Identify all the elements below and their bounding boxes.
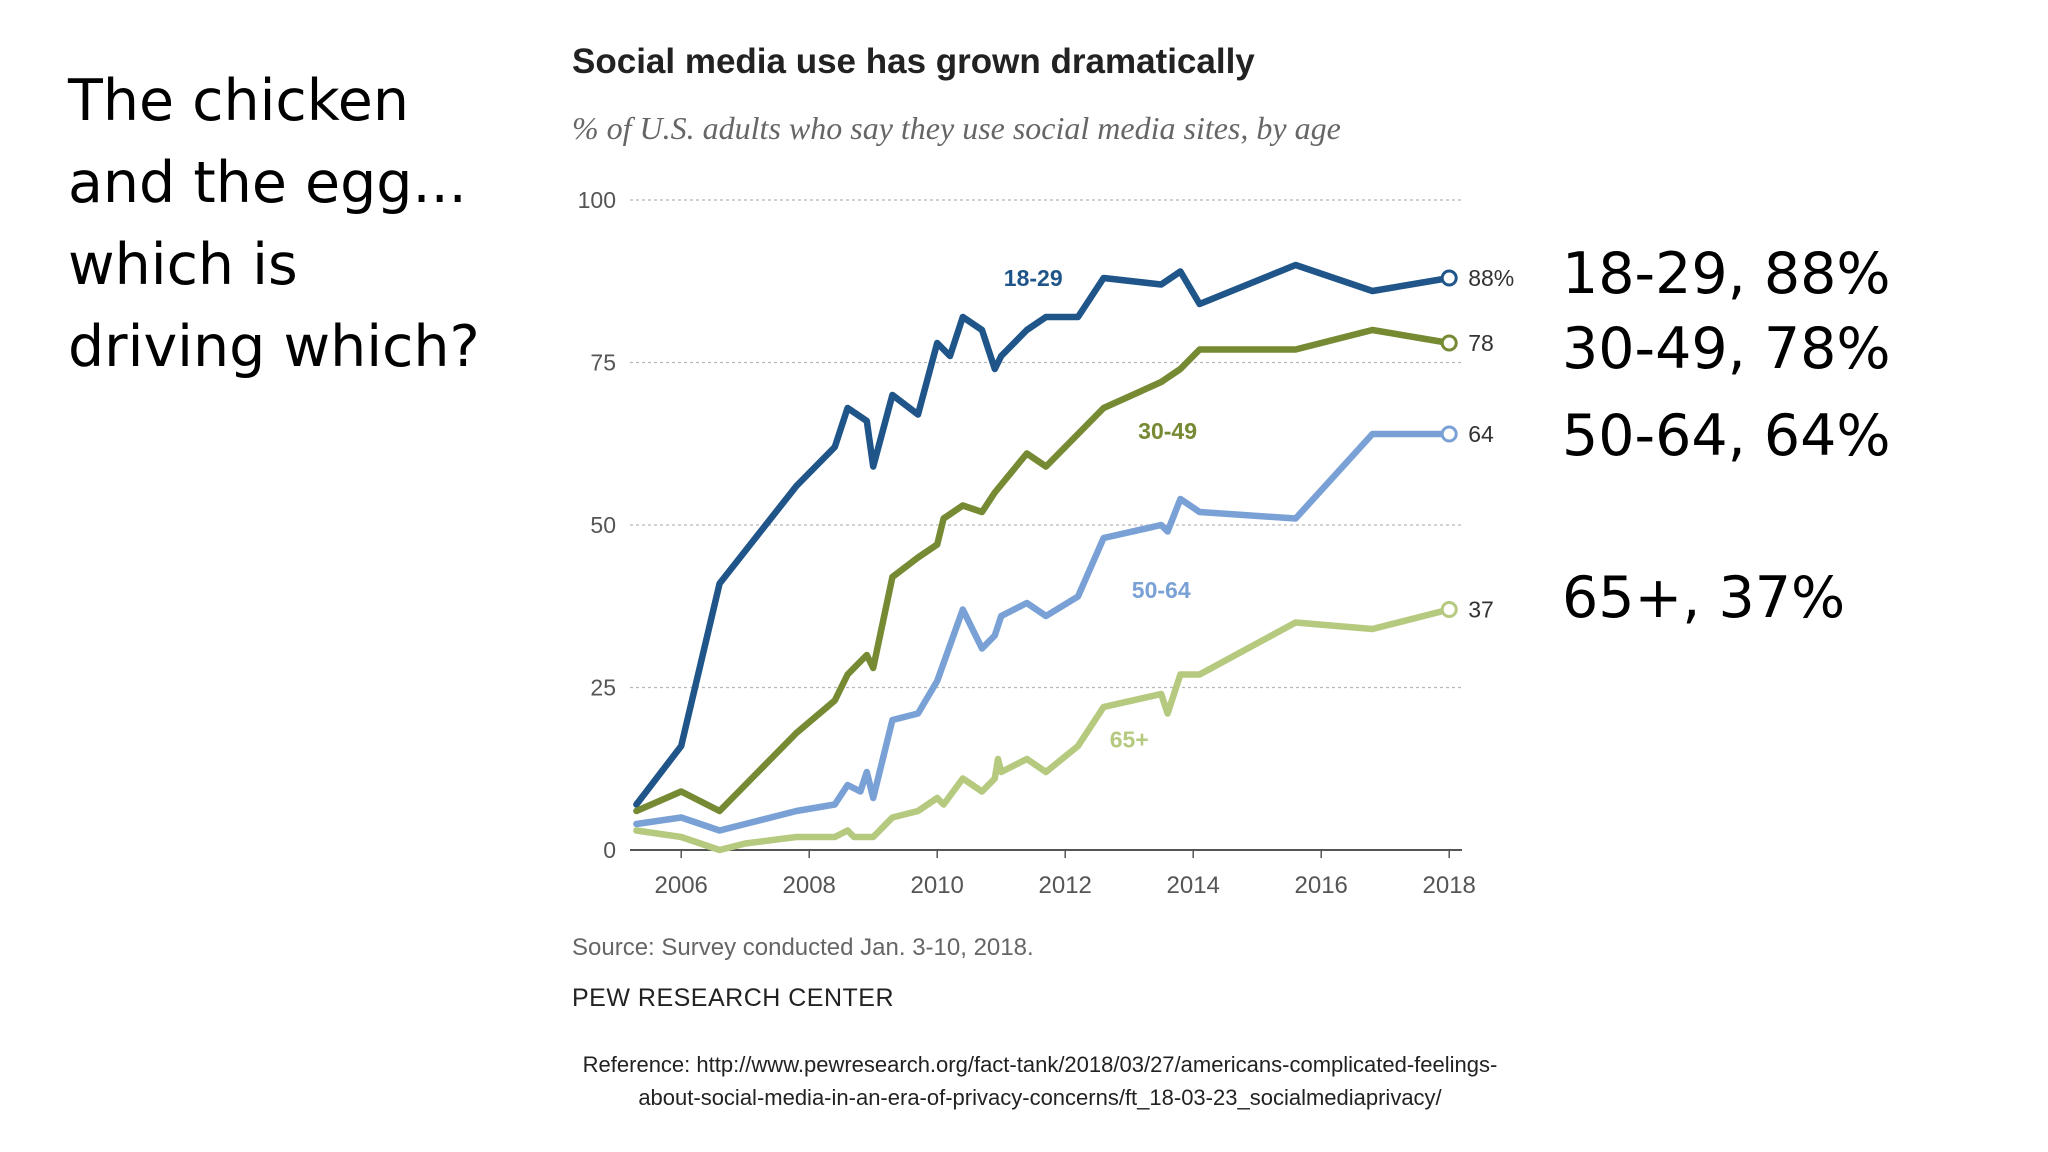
callout-18-29: 18-29, 88% <box>1562 241 1891 307</box>
y-tick-label: 100 <box>578 187 616 213</box>
end-label-30-49: 78 <box>1468 330 1494 356</box>
reference-line: Reference: http://www.pewresearch.org/fa… <box>582 1052 1498 1077</box>
y-tick-label: 75 <box>590 350 616 376</box>
series-label-30-49: 30-49 <box>1138 418 1197 444</box>
question-line: The chicken <box>68 68 409 134</box>
series-line-18-29 <box>633 261 1453 808</box>
x-tick-label: 2012 <box>1039 872 1092 899</box>
end-marker-30-49 <box>1440 334 1458 352</box>
x-tick-label: 2018 <box>1423 872 1476 899</box>
callout-65-plus: 65+, 37% <box>1562 565 1846 631</box>
chart-organization: PEW RESEARCH CENTER <box>572 984 895 1012</box>
question-line: and the egg... <box>68 150 467 216</box>
series-label-65+: 65+ <box>1110 727 1149 753</box>
reference-note: Reference: http://www.pewresearch.org/fa… <box>360 1048 1720 1114</box>
y-tick-label: 0 <box>603 837 616 863</box>
chart-title: Social media use has grown dramatically <box>572 42 1255 81</box>
series-label-18-29: 18-29 <box>1004 265 1063 291</box>
series-line-50-64 <box>633 430 1453 834</box>
x-tick-label: 2006 <box>655 872 708 899</box>
y-tick-label: 50 <box>590 512 616 538</box>
end-label-50-64: 64 <box>1468 421 1494 447</box>
slide-question: The chicken and the egg... which is driv… <box>68 60 508 388</box>
end-marker-18-29 <box>1440 269 1458 287</box>
chart-source: Source: Survey conducted Jan. 3-10, 2018… <box>572 934 1034 961</box>
end-marker-65+ <box>1440 601 1458 618</box>
reference-line: about-social-media-in-an-era-of-privacy-… <box>638 1085 1442 1110</box>
question-line: which is <box>68 232 298 298</box>
end-label-65+: 37 <box>1468 597 1494 623</box>
x-tick-label: 2016 <box>1295 872 1348 899</box>
chart-subtitle: % of U.S. adults who say they use social… <box>572 110 1341 146</box>
end-label-18-29: 88% <box>1468 265 1514 291</box>
callout-50-64: 50-64, 64% <box>1562 403 1891 469</box>
series-label-50-64: 50-64 <box>1132 577 1191 603</box>
series-line-30-49 <box>633 326 1453 815</box>
x-tick-label: 2014 <box>1167 872 1220 899</box>
y-tick-label: 25 <box>590 675 616 701</box>
end-marker-50-64 <box>1440 425 1458 443</box>
x-tick-label: 2008 <box>783 872 836 899</box>
x-tick-label: 2010 <box>911 872 964 899</box>
series-line-65+ <box>633 606 1453 854</box>
callout-30-49: 30-49, 78% <box>1562 316 1891 382</box>
question-line: driving which? <box>68 314 480 380</box>
